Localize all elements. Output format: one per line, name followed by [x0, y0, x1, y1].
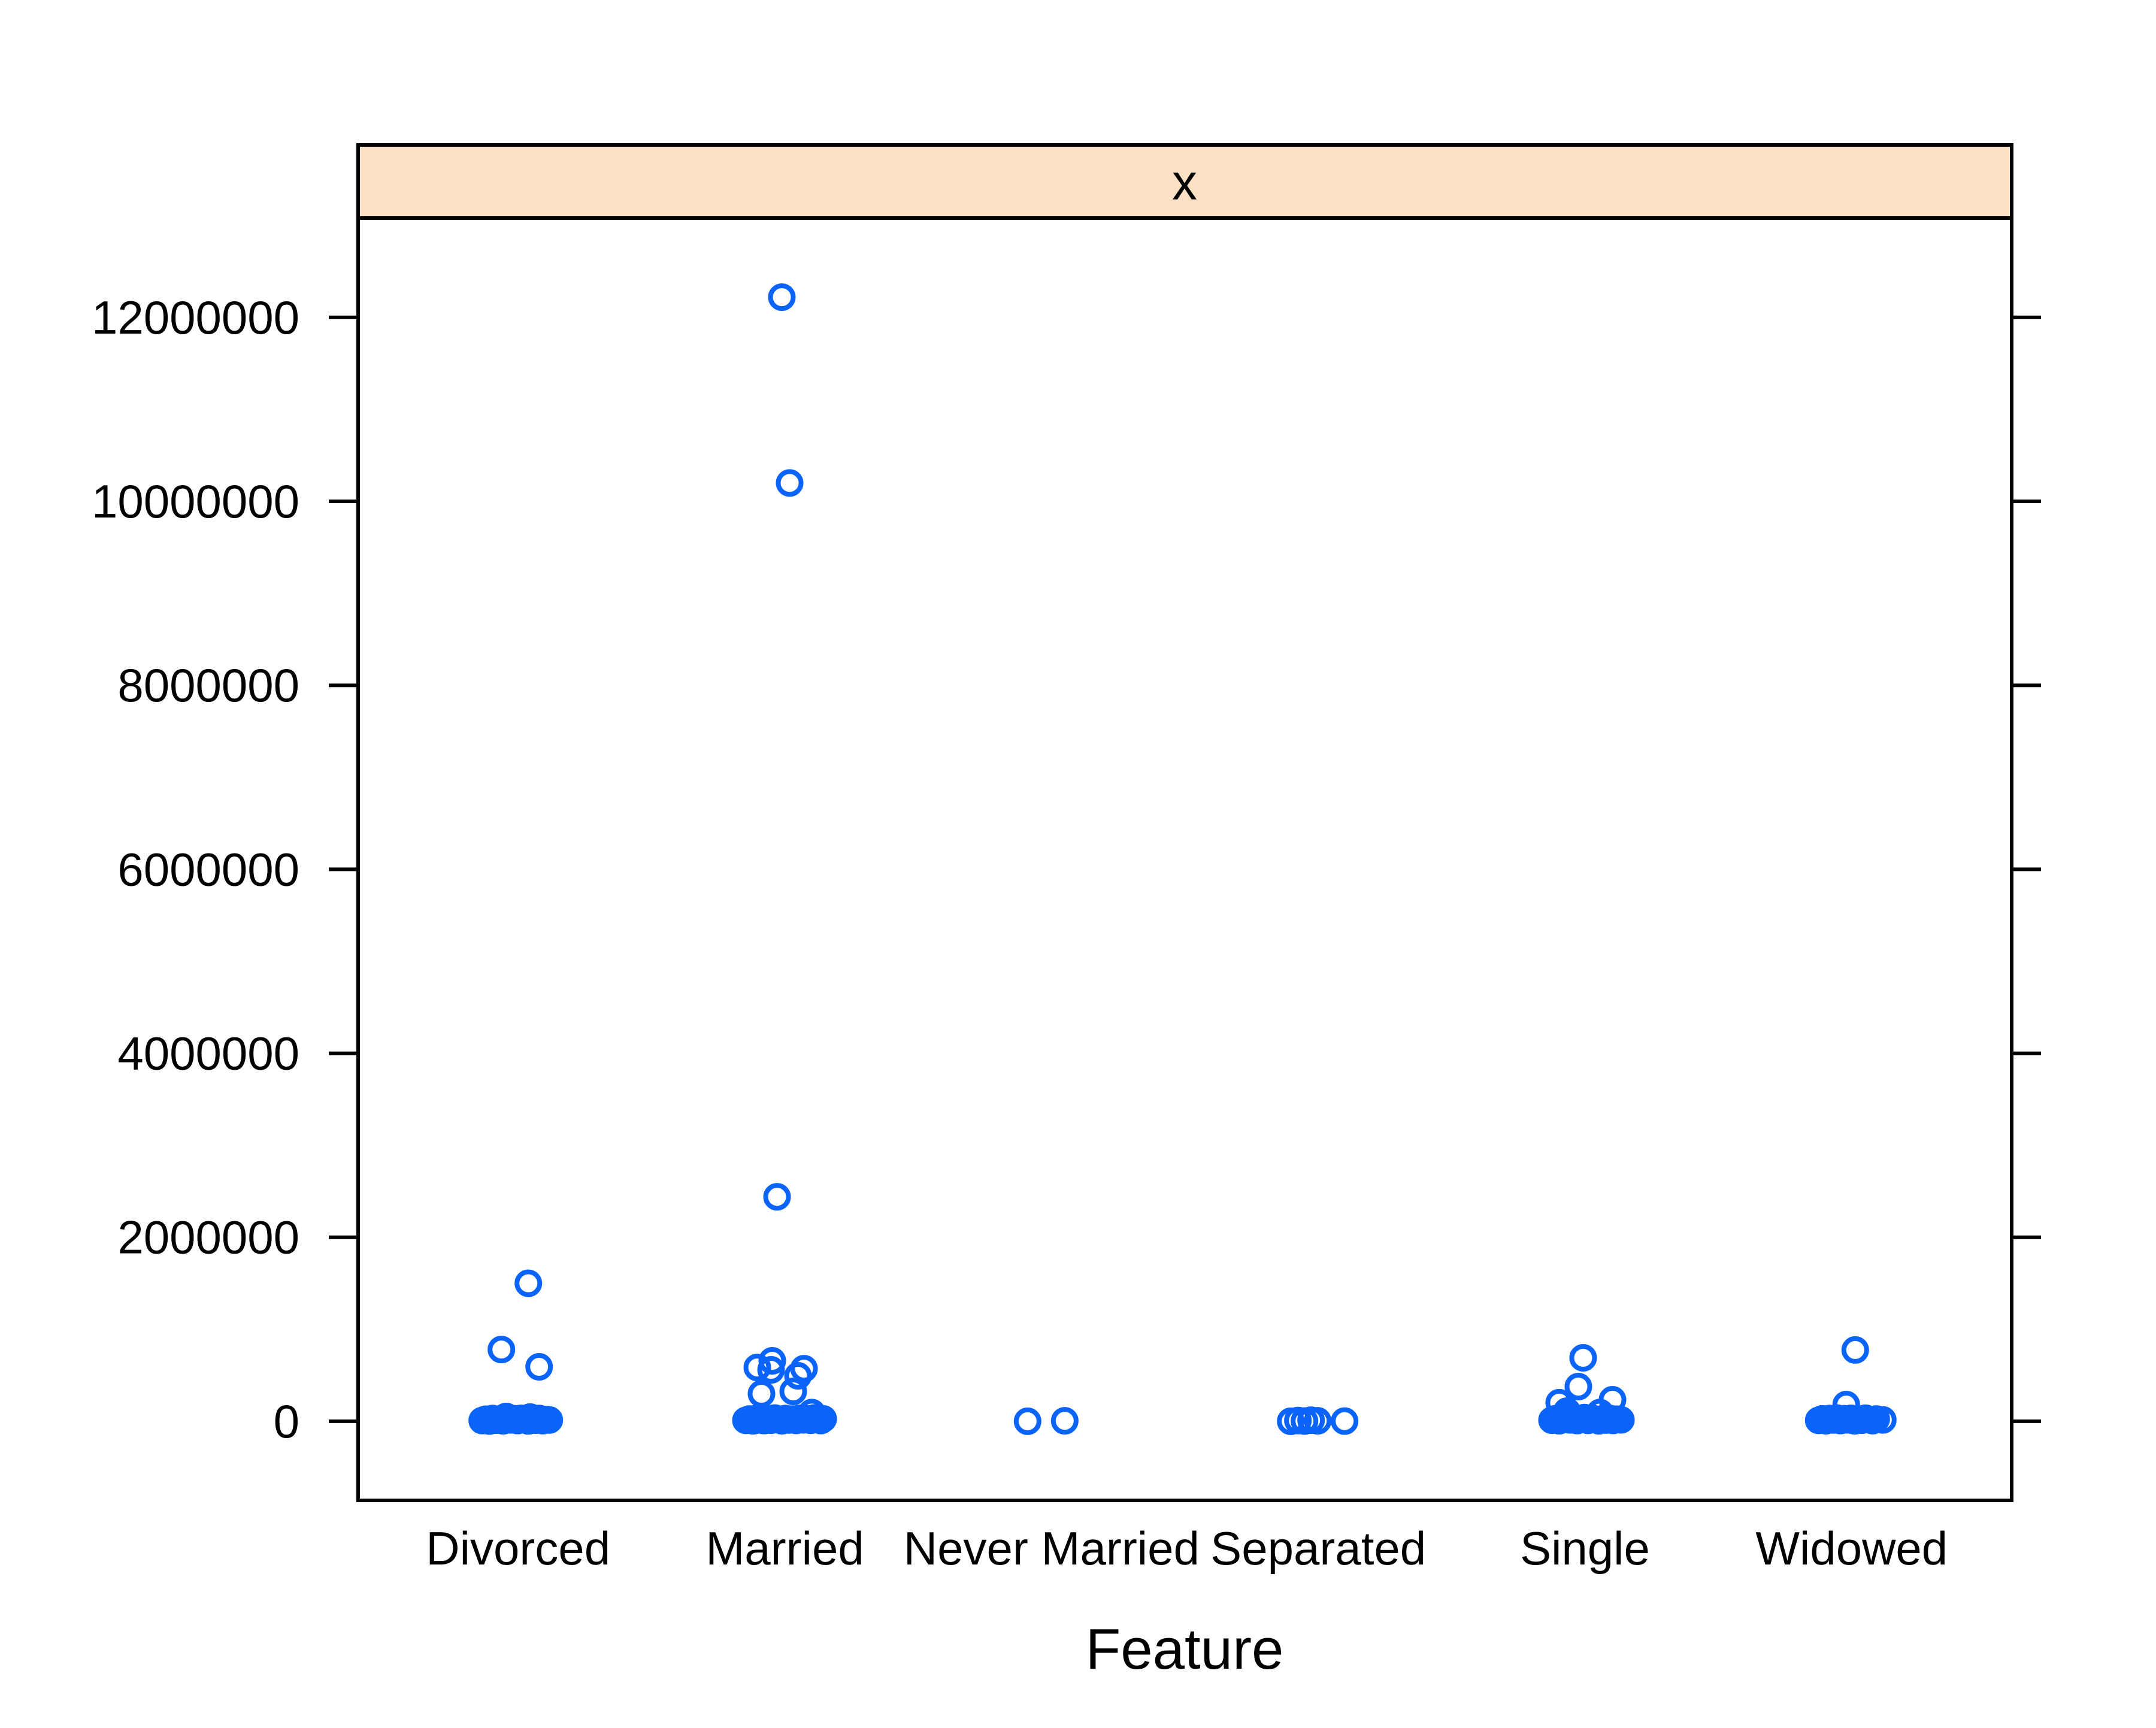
data-points-layer [468, 283, 1897, 1435]
data-point [1607, 1406, 1635, 1434]
data-point [768, 283, 796, 311]
data-point [1564, 1373, 1592, 1401]
data-point [514, 1269, 543, 1297]
data-point [763, 1183, 791, 1211]
x-axis-title: Feature [1086, 1617, 1284, 1681]
data-point [1869, 1406, 1897, 1434]
data-point [743, 1354, 771, 1382]
data-point [1050, 1407, 1079, 1435]
data-point [1331, 1407, 1359, 1435]
category-label: Divorced [426, 1522, 610, 1575]
y-tick-label: 6000000 [117, 843, 299, 895]
y-tick-label: 2000000 [117, 1211, 299, 1264]
category-label: Married [705, 1522, 864, 1575]
data-point [1304, 1407, 1332, 1435]
y-tick-label: 12000000 [92, 291, 299, 344]
category-label: Widowed [1755, 1522, 1948, 1575]
data-point [525, 1352, 553, 1381]
y-tick-label: 4000000 [117, 1027, 299, 1080]
data-point [1841, 1336, 1869, 1364]
panel-strip [356, 143, 2013, 220]
y-tick-label: 0 [274, 1395, 299, 1448]
data-point [1013, 1407, 1041, 1435]
data-point [784, 1362, 812, 1390]
data-point [1569, 1343, 1597, 1372]
data-point [535, 1406, 564, 1434]
y-tick-label: 8000000 [117, 659, 299, 712]
axis-ticks-layer [329, 315, 2041, 1423]
data-point [776, 469, 804, 497]
data-point [487, 1336, 516, 1364]
y-tick-labels-layer: 0 2000000 4000000 6000000 8000000 10000000 120… [92, 291, 299, 1448]
category-label: Single [1520, 1522, 1650, 1575]
category-label: Separated [1210, 1522, 1426, 1575]
data-point [798, 1399, 826, 1427]
plot-panel-box [356, 216, 2013, 1502]
data-point [757, 1356, 785, 1384]
category-labels-layer: Divorced Married Never Married Separated Sin… [426, 1522, 1948, 1575]
data-point [779, 1377, 807, 1405]
panel-strip-title: x [1172, 154, 1197, 210]
category-label: Never Married [904, 1522, 1200, 1575]
data-point [516, 1403, 544, 1431]
y-tick-label: 10000000 [92, 475, 299, 528]
data-point [747, 1379, 776, 1408]
data-point [790, 1355, 818, 1383]
